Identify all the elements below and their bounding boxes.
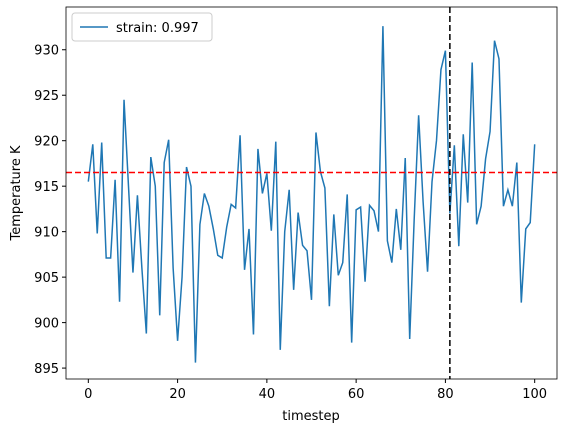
x-tick-label: 40 [259, 387, 276, 402]
y-tick-label: 910 [34, 226, 59, 241]
y-tick-label: 905 [34, 271, 59, 286]
x-axis-label: timestep [282, 409, 340, 424]
x-tick-label: 100 [522, 387, 547, 402]
y-tick-label: 930 [34, 44, 59, 59]
legend-label: strain: 0.997 [116, 21, 199, 36]
plot-frame [65, 6, 558, 380]
x-tick-label: 0 [84, 387, 92, 402]
y-axis-label: Temperature K [9, 145, 24, 241]
y-tick-label: 895 [34, 362, 59, 377]
y-tick-label: 925 [34, 89, 59, 104]
x-tick-label: 60 [348, 387, 365, 402]
data-line [87, 26, 536, 363]
y-tick-label: 920 [34, 135, 59, 150]
x-tick-label: 80 [437, 387, 454, 402]
x-tick-label: 20 [169, 387, 186, 402]
y-tick-label: 915 [34, 180, 59, 195]
legend-box [71, 12, 213, 42]
y-tick-label: 900 [34, 317, 59, 332]
